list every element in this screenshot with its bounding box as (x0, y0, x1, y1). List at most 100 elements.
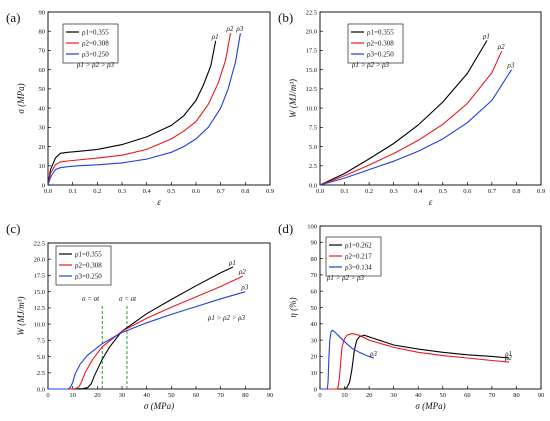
y-tick-label: 80 (311, 256, 318, 263)
series-line (320, 329, 375, 390)
series-end-label: ρ1 (482, 32, 490, 40)
series-line (48, 291, 246, 390)
y-tick-label: 15.0 (306, 67, 317, 74)
y-tick-label: 60 (311, 289, 318, 296)
x-tick-label: 10 (341, 392, 348, 399)
y-tick-label: 20.0 (306, 29, 317, 36)
series-end-label: ρ2 (238, 268, 246, 276)
x-tick-label: 0.5 (167, 188, 175, 195)
x-tick-label: 0.2 (93, 188, 101, 195)
legend-entry: ρ1=0.355 (82, 29, 109, 37)
x-tick-label: 80 (513, 392, 520, 399)
x-tick-label: 0.2 (365, 188, 373, 195)
y-tick-label: 17.5 (306, 48, 317, 55)
density-order-annotation: ρ1 > ρ2 > ρ3 (76, 61, 115, 69)
x-axis-label: σ (MPa) (144, 401, 174, 411)
x-tick-label: 0.3 (118, 188, 126, 195)
legend-entry: ρ2=0.308 (82, 40, 109, 48)
y-tick-label: 22.5 (34, 240, 45, 247)
series-end-label: ρ1 (504, 350, 512, 358)
y-tick-label: 7.5 (37, 338, 45, 345)
series-line (47, 33, 241, 186)
x-tick-label: 0 (318, 392, 321, 399)
y-tick-label: 2.5 (309, 163, 317, 170)
series-end-label: ρ3 (235, 25, 243, 33)
legend-entry: ρ1=0.355 (367, 29, 394, 37)
x-axis-label: ε (429, 197, 433, 207)
legend-entry: ρ3=0.134 (345, 264, 372, 272)
legend: ρ1=0.262 ρ2=0.217 ρ3=0.134 (325, 236, 382, 277)
plot-frame (319, 11, 542, 186)
y-tick-label: 20 (311, 354, 318, 361)
y-tick-label: 0.0 (309, 182, 317, 189)
x-tick-label: 0.8 (512, 188, 520, 195)
x-tick-label: 0.7 (488, 188, 497, 195)
legend-entry: ρ1=0.355 (75, 251, 102, 259)
panel-3: (c) 0 10 20 30 40 50 60 70 80 90 0.0 2.5 5.0 7.5 10.0 12… (6, 221, 273, 411)
series-line (320, 334, 510, 390)
y-tick-label: 10.0 (34, 321, 45, 328)
x-tick-label: 80 (242, 392, 249, 399)
y-axis-label: W (MJ/m³) (16, 297, 26, 336)
series-end-label: ρ2 (504, 354, 512, 362)
y-tick-label: 70 (39, 48, 46, 55)
series-end-label: ρ1 (211, 33, 219, 41)
x-tick-label: 40 (415, 392, 422, 399)
y-tick-label: 70 (311, 272, 318, 279)
y-tick-label: 40 (311, 321, 318, 328)
panel-label: (a) (6, 10, 20, 25)
y-tick-label: 20.0 (34, 257, 45, 264)
series-end-label: ρ1 (228, 259, 236, 267)
y-tick-label: 50 (311, 305, 318, 312)
x-tick-label: 0.9 (266, 188, 274, 195)
y-tick-label: 100 (307, 223, 317, 230)
x-tick-label: 20 (366, 392, 373, 399)
y-tick-label: 30 (311, 337, 318, 344)
y-tick-label: 20 (39, 144, 46, 151)
panel-label: (c) (6, 221, 20, 236)
x-tick-label: 0.3 (390, 188, 398, 195)
series-end-label: ρ2 (226, 25, 234, 33)
x-tick-label: 70 (217, 392, 224, 399)
y-tick-label: 5.0 (309, 144, 317, 151)
legend-entry: ρ3=0.250 (75, 273, 102, 281)
y-axis-label: W (MJ/m³) (288, 79, 298, 118)
y-axis-label: σ (MPa) (16, 83, 26, 113)
x-tick-label: 0.0 (316, 188, 324, 195)
legend-entry: ρ2=0.217 (345, 253, 372, 261)
x-tick-label: 0.7 (217, 188, 226, 195)
panel-label: (d) (278, 221, 293, 236)
density-order-annotation: ρ1 > ρ2 > ρ3 (326, 274, 365, 282)
y-tick-label: 40 (39, 105, 46, 112)
legend-entry: ρ1=0.262 (345, 242, 372, 250)
y-tick-label: 7.5 (309, 125, 317, 132)
x-tick-label: 10 (69, 392, 76, 399)
series-line (319, 40, 488, 186)
x-tick-label: 0.4 (414, 188, 423, 195)
legend: ρ1=0.355 ρ2=0.308 ρ3=0.250 (347, 23, 404, 64)
series-end-label: ρ2 (497, 43, 505, 51)
x-tick-label: 90 (538, 392, 545, 399)
plot-frame (47, 11, 271, 186)
series-line (320, 333, 510, 390)
panel-1: (a) 0.0 0.1 0.2 0.3 0.4 0.5 0.6 0.7 0.8 0.9 0 10 20 30… (6, 9, 274, 207)
panel-label: (b) (278, 10, 293, 25)
x-tick-label: 0.1 (69, 188, 77, 195)
x-tick-label: 60 (464, 392, 471, 399)
series-end-label: ρ3 (240, 284, 248, 292)
y-tick-label: 5.0 (37, 354, 45, 361)
reference-line-label: σ = σt (82, 295, 100, 303)
y-tick-label: 15.0 (34, 289, 45, 296)
x-axis-label: σ (MPa) (415, 401, 445, 411)
y-tick-label: 30 (39, 125, 46, 132)
y-tick-label: 12.5 (34, 305, 45, 312)
series-line (47, 40, 217, 186)
y-axis-label: η (%) (288, 297, 298, 317)
y-tick-label: 0 (314, 386, 317, 393)
y-tick-label: 60 (39, 67, 46, 74)
series-line (48, 275, 244, 390)
density-order-annotation: ρ1 > ρ2 > ρ3 (351, 61, 390, 69)
x-tick-label: 0 (46, 392, 49, 399)
series-end-label: ρ3 (369, 350, 377, 358)
y-tick-label: 0.0 (37, 386, 45, 393)
